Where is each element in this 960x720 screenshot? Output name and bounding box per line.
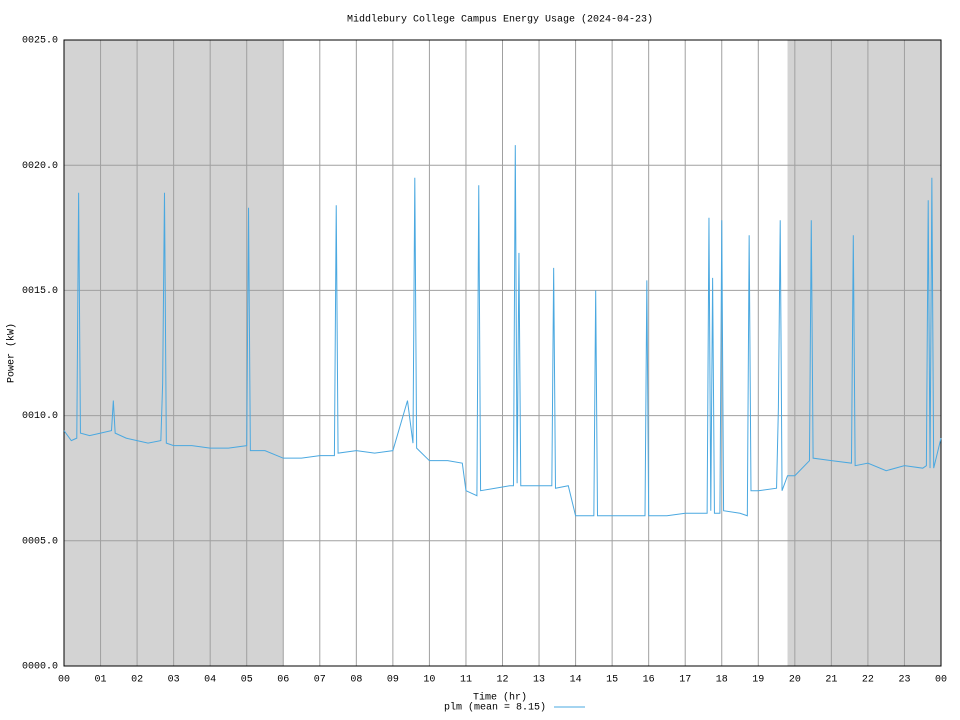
night-shade bbox=[787, 40, 941, 666]
x-tick-label: 16 bbox=[643, 675, 655, 686]
y-tick-label: 0010.0 bbox=[22, 411, 58, 422]
plot-frame bbox=[63, 39, 942, 667]
x-tick-label: 01 bbox=[95, 675, 107, 686]
y-tick-label: 0020.0 bbox=[22, 161, 58, 172]
x-tick-label: 17 bbox=[679, 675, 691, 686]
x-tick-label: 06 bbox=[277, 675, 289, 686]
x-tick-label: 02 bbox=[131, 675, 143, 686]
x-tick-label: 10 bbox=[423, 675, 435, 686]
y-tick-label: 0000.0 bbox=[22, 662, 58, 673]
x-tick-label: 18 bbox=[716, 675, 728, 686]
x-tick-label: 12 bbox=[496, 675, 508, 686]
x-tick-label: 23 bbox=[898, 675, 910, 686]
y-axis-label: Power (kW) bbox=[6, 323, 18, 383]
x-tick-label: 08 bbox=[350, 675, 362, 686]
x-tick-label: 07 bbox=[314, 675, 326, 686]
x-tick-label: 15 bbox=[606, 675, 618, 686]
x-tick-label: 22 bbox=[862, 675, 874, 686]
y-tick-label: 0015.0 bbox=[22, 286, 58, 297]
x-tick-label: 00 bbox=[935, 675, 947, 686]
chart-title: Middlebury College Campus Energy Usage (… bbox=[347, 14, 653, 26]
x-tick-label: 19 bbox=[752, 675, 764, 686]
y-tick-label: 0025.0 bbox=[22, 36, 58, 47]
x-tick-label: 11 bbox=[460, 675, 472, 686]
x-tick-label: 20 bbox=[789, 675, 801, 686]
data-line bbox=[63, 145, 942, 517]
x-tick-label: 03 bbox=[168, 675, 180, 686]
legend-label: plm (mean = 8.15) bbox=[444, 702, 546, 714]
y-tick-label: 0005.0 bbox=[22, 536, 58, 547]
x-tick-label: 09 bbox=[387, 675, 399, 686]
x-tick-label: 05 bbox=[241, 675, 253, 686]
x-tick-label: 21 bbox=[825, 675, 837, 686]
x-axis-label: Time (hr) bbox=[473, 692, 527, 704]
x-tick-label: 13 bbox=[533, 675, 545, 686]
x-tick-label: 14 bbox=[570, 675, 582, 686]
x-tick-label: 00 bbox=[58, 675, 70, 686]
x-tick-label: 04 bbox=[204, 675, 216, 686]
